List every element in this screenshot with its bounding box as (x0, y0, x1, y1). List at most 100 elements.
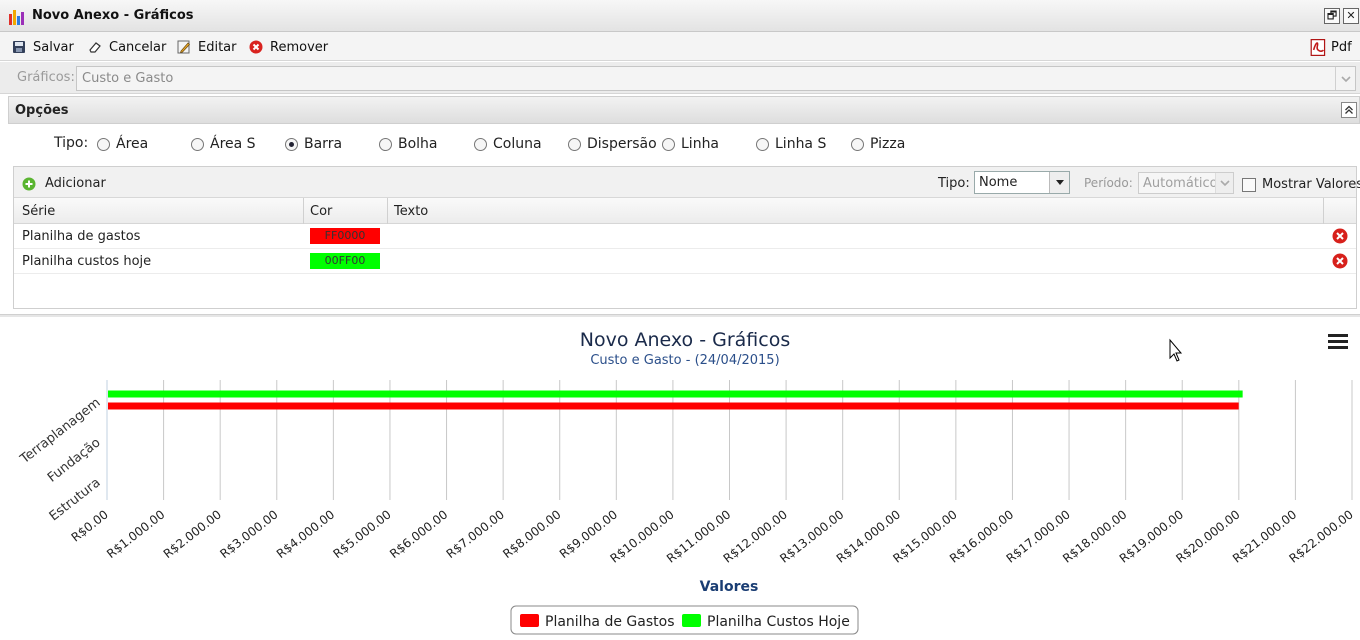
chart-title: Novo Anexo - Gráficos (580, 329, 790, 351)
tipo-label: Tipo: (54, 135, 89, 151)
periodo-select[interactable]: Automático (1138, 172, 1234, 194)
radio-button-icon (97, 137, 110, 151)
legend-item[interactable]: Planilha Custos Hoje (682, 614, 850, 630)
section-divider (0, 314, 1360, 317)
double-chevron-up-icon (1345, 105, 1353, 114)
delete-row-icon[interactable] (1332, 228, 1348, 244)
graficos-row: Gráficos: Custo e Gasto (0, 62, 1360, 94)
column-divider (303, 198, 304, 224)
remove-x-icon (249, 40, 263, 54)
add-series-label: Adicionar (45, 176, 106, 191)
chart-menu-icon[interactable] (1328, 334, 1348, 349)
save-button[interactable]: Salvar (12, 38, 74, 56)
series-row[interactable]: Planilha de gastos FF0000 (14, 224, 1356, 249)
radio-button-icon (662, 137, 675, 151)
chart-app-icon (9, 10, 24, 25)
radio-label: Bolha (398, 136, 438, 152)
x-tick-label: R$6.000.00 (387, 507, 450, 561)
radio-pizza[interactable]: Pizza (851, 136, 905, 152)
opcoes-header: Opções (8, 96, 1360, 124)
radio-button-icon (568, 137, 581, 151)
legend-item[interactable]: Planilha de Gastos (520, 614, 675, 630)
cancel-button[interactable]: Cancelar (88, 38, 166, 56)
series-panel: Adicionar Tipo: Nome Período: Automático… (13, 166, 1360, 309)
radio-label: Área S (210, 136, 256, 152)
radio-area-s[interactable]: Área S (191, 136, 256, 152)
radio-label: Área (116, 136, 149, 152)
window-title: Novo Anexo - Gráficos (32, 8, 194, 23)
radio-linha-s[interactable]: Linha S (756, 136, 826, 152)
radio-button-icon (851, 137, 864, 151)
cancel-label: Cancelar (109, 39, 167, 55)
radio-label: Linha S (775, 136, 827, 152)
legend-swatch (520, 614, 539, 627)
x-tick-label: R$1.000.00 (104, 507, 167, 561)
tipo-radio-group: Tipo: Área Área S Barra Bolha Coluna Dis… (8, 124, 1360, 164)
periodo-label: Período: (1084, 176, 1133, 190)
radio-button-selected-icon (285, 137, 298, 151)
column-divider (1323, 198, 1324, 224)
pdf-button[interactable]: Pdf (1310, 38, 1352, 56)
x-tick-label: R$3.000.00 (217, 507, 280, 561)
graficos-select[interactable]: Custo e Gasto (76, 66, 1356, 91)
pdf-label: Pdf (1331, 39, 1352, 55)
radio-barra[interactable]: Barra (285, 136, 342, 152)
radio-linha[interactable]: Linha (662, 136, 719, 152)
add-series-button[interactable]: Adicionar (22, 176, 106, 191)
column-header-cor[interactable]: Cor (310, 204, 333, 219)
graficos-select-value: Custo e Gasto (82, 71, 174, 86)
series-tipo-select[interactable]: Nome (974, 171, 1070, 194)
column-header-texto[interactable]: Texto (394, 204, 429, 219)
window-titlebar: Novo Anexo - Gráficos 🗗 ✕ (0, 0, 1360, 32)
opcoes-title: Opções (15, 103, 69, 118)
collapse-button[interactable] (1341, 102, 1357, 118)
bar[interactable] (108, 390, 1243, 398)
radio-coluna[interactable]: Coluna (474, 136, 542, 152)
series-color-swatch[interactable]: FF0000 (310, 228, 380, 244)
radio-label: Coluna (493, 136, 542, 152)
restore-window-button[interactable]: 🗗 (1324, 8, 1340, 24)
add-plus-icon (22, 177, 36, 190)
radio-button-icon (191, 137, 204, 151)
graficos-label: Gráficos: (17, 70, 75, 85)
radio-label: Barra (304, 136, 343, 152)
legend-swatch (682, 614, 701, 627)
radio-label: Linha (681, 136, 720, 152)
chevron-down-icon (1215, 173, 1233, 193)
edit-button[interactable]: Editar (177, 38, 237, 56)
edit-label: Editar (198, 39, 237, 55)
remove-label: Remover (270, 39, 329, 55)
series-row[interactable]: Planilha custos hoje 00FF00 (14, 249, 1356, 274)
radio-bolha[interactable]: Bolha (379, 136, 438, 152)
main-toolbar: Salvar Cancelar Editar Remover Pdf (0, 32, 1360, 61)
radio-button-icon (379, 137, 392, 151)
mouse-cursor-icon (1169, 338, 1183, 362)
x-tick-label: R$4.000.00 (274, 507, 337, 561)
radio-label: Pizza (870, 136, 906, 152)
legend-label: Planilha de Gastos (545, 614, 675, 630)
series-color-swatch[interactable]: 00FF00 (310, 253, 380, 269)
checkbox-icon (1242, 177, 1256, 192)
edit-pencil-icon (177, 40, 190, 54)
radio-dispersao[interactable]: Dispersão (568, 136, 657, 152)
eraser-icon (89, 42, 101, 53)
pdf-icon (1310, 38, 1326, 56)
column-header-serie[interactable]: Série (22, 204, 56, 219)
x-axis-title: Valores (700, 579, 759, 595)
radio-area[interactable]: Área (97, 136, 148, 152)
series-grid-header: Série Cor Texto (14, 198, 1356, 224)
save-label: Salvar (33, 39, 74, 55)
x-tick-label: R$5.000.00 (330, 507, 393, 561)
close-window-button[interactable]: ✕ (1343, 8, 1359, 24)
legend-label: Planilha Custos Hoje (707, 614, 850, 630)
series-name: Planilha custos hoje (22, 254, 152, 269)
remove-button[interactable]: Remover (249, 38, 328, 56)
radio-label: Dispersão (587, 136, 657, 152)
bar[interactable] (108, 402, 1239, 410)
mostrar-valores-checkbox[interactable]: Mostrar Valores (1242, 177, 1360, 192)
chevron-down-icon (1335, 67, 1355, 90)
x-tick-label: R$7.000.00 (444, 507, 507, 561)
x-tick-label: R$2.000.00 (161, 507, 224, 561)
series-tipo-label: Tipo: (938, 176, 970, 191)
delete-row-icon[interactable] (1332, 253, 1348, 269)
